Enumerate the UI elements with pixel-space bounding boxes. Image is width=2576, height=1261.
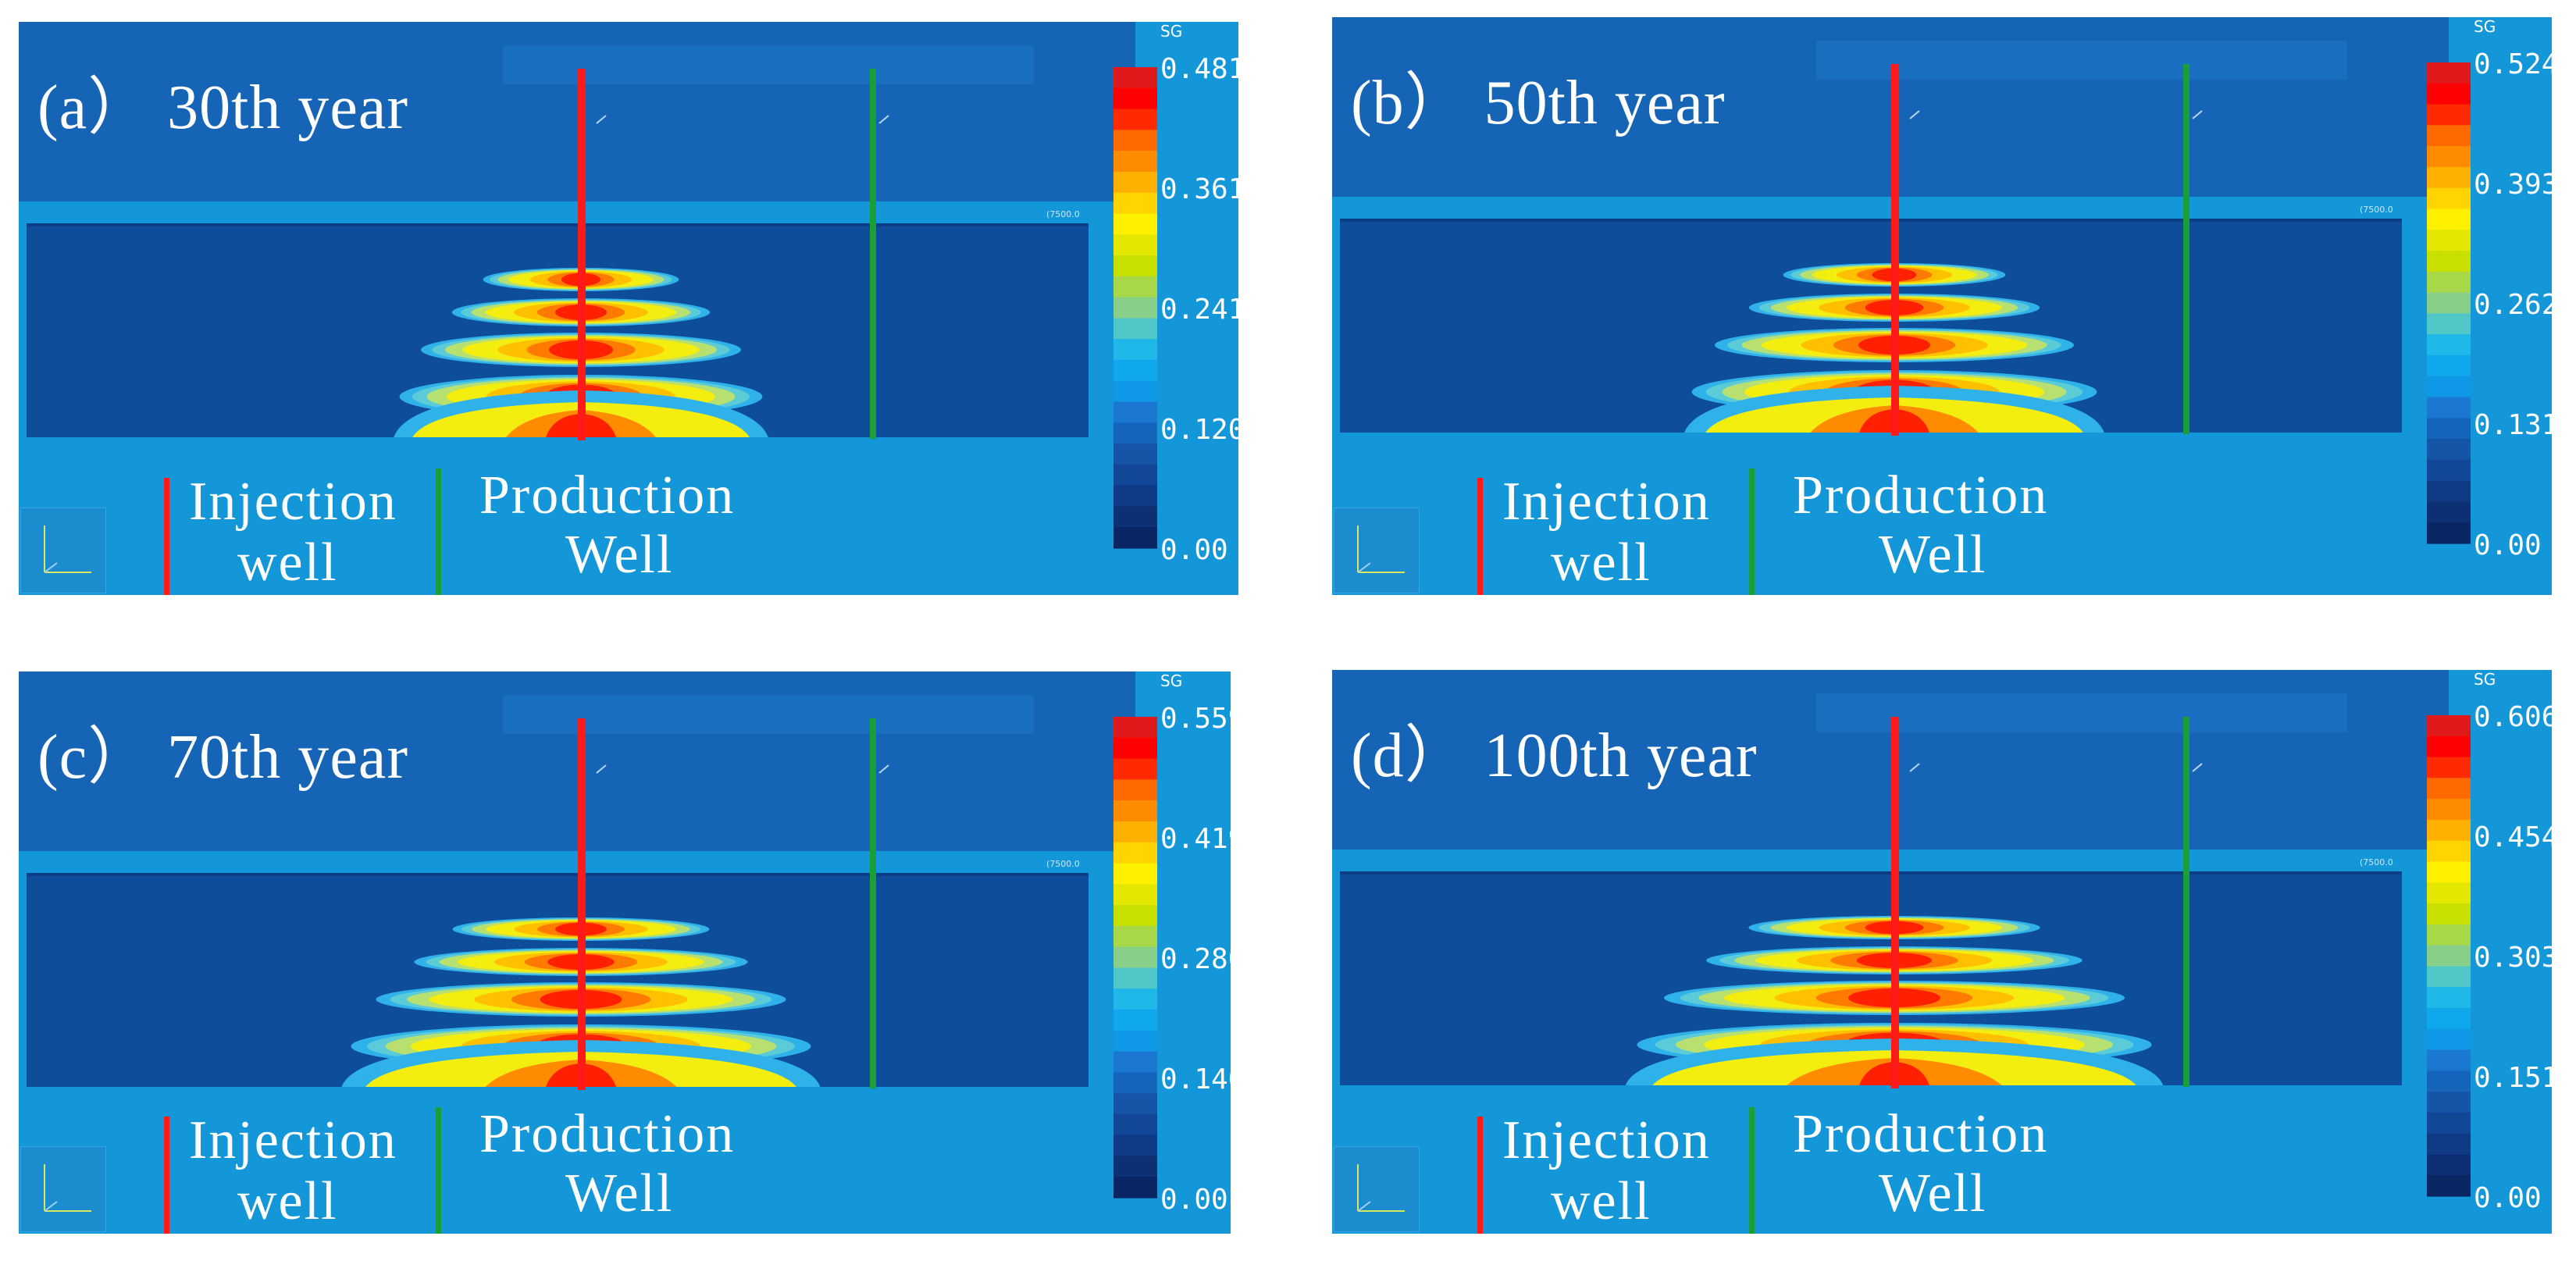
production-legend-label-2: Well [565,525,674,585]
injection-well [578,718,586,1090]
injection-legend-label-1: Injection [1502,1110,1711,1170]
co2-plume [1625,916,2164,1085]
colorbar-tick: 0.419 [1160,823,1231,855]
production-legend-line [436,1107,441,1234]
production-legend-label-1: Production [1793,1104,2049,1164]
grid-label: (7500.0 [2360,205,2393,215]
axis-orientation-icon [1334,1146,1420,1232]
colorbar-tick: 0.140 [1160,1063,1231,1095]
production-legend-line [1749,468,1755,595]
panel-title: (d） 100th year [1351,721,1758,790]
panel-title: (a） 30th year [37,73,409,142]
colorbar-tick: 0.606 [2474,701,2552,733]
production-well [870,718,876,1088]
colorbar-tick: 0.00 [2474,1182,2542,1214]
injection-legend-label-1: Injection [189,472,397,532]
simulation-view [1332,17,2471,544]
colorbar-tick: 0.00 [1160,534,1228,566]
colorbar-tick: 0.524 [2474,48,2552,80]
grid-label: (7500.0 [1046,209,1080,219]
panel-a: (7500.0 SG 0.481 0.361 0.241 0.120 0.00 Injecti… [19,22,1238,595]
colorbar-tick: 0.393 [2474,169,2552,201]
injection-legend-label-1: Injection [1502,472,1711,532]
production-legend-label-2: Well [1879,1163,1987,1224]
injection-well [578,69,586,440]
colorbar [1113,717,1157,1199]
colorbar-tick: 0.262 [2474,289,2552,321]
injection-legend-line [1477,1117,1483,1234]
panel-c: (7500.0 SG 0.559 0.419 0.280 0.140 0.00 Injecti… [19,671,1231,1234]
production-legend-label-2: Well [1879,525,1987,585]
simulation-view [19,22,1157,549]
production-well [2183,64,2189,434]
panel-title: (c） 70th year [37,723,409,792]
colorbar-variable: SG [2474,17,2496,36]
injection-legend-label-2: well [237,1171,338,1231]
colorbar-tick: 0.120 [1160,414,1238,446]
production-legend-line [1749,1107,1755,1234]
colorbar-variable: SG [1160,671,1183,690]
colorbar-tick: 0.00 [2474,529,2542,561]
axis-orientation-icon [20,1146,106,1232]
colorbar [2427,62,2471,544]
panel-d: (7500.0 SG 0.606 0.454 0.303 0.151 0.00 Injecti… [1332,670,2552,1234]
axis-orientation-icon [1334,508,1420,593]
grid-label: (7500.0 [2360,857,2393,867]
colorbar-tick: 0.481 [1160,53,1238,85]
colorbar-tick: 0.559 [1160,703,1231,735]
colorbar-variable: SG [2474,670,2496,689]
production-legend-label-1: Production [1793,465,2049,525]
simulation-view [19,671,1157,1199]
production-legend-line [436,468,441,595]
colorbar-tick: 0.361 [1160,173,1238,205]
colorbar [1113,67,1157,549]
injection-well [1891,64,1899,436]
panel-title: (b） 50th year [1351,69,1726,137]
injection-legend-label-2: well [1551,533,1651,593]
production-well [2183,717,2189,1087]
injection-legend-line [164,1117,169,1234]
production-legend-label-1: Production [479,465,736,525]
injection-legend-line [164,478,169,595]
colorbar-tick: 0.454 [2474,821,2552,853]
injection-legend-line [1477,478,1483,595]
panel-b: (7500.0 SG 0.524 0.393 0.262 0.131 0.00 Injecti… [1332,17,2552,595]
grid-label: (7500.0 [1046,859,1080,869]
production-well [870,69,876,439]
colorbar-tick: 0.303 [2474,942,2552,974]
injection-legend-label-2: well [237,533,338,593]
colorbar-tick: 0.241 [1160,294,1238,326]
colorbar-tick: 0.151 [2474,1062,2552,1094]
production-legend-label-1: Production [479,1104,736,1164]
production-legend-label-2: Well [565,1163,674,1224]
axis-orientation-icon [20,508,106,593]
injection-legend-label-2: well [1551,1171,1651,1231]
injection-well [1891,717,1899,1088]
colorbar-tick: 0.131 [2474,409,2552,441]
colorbar [2427,715,2471,1197]
colorbar-variable: SG [1160,22,1183,41]
simulation-view [1332,670,2471,1197]
colorbar-tick: 0.280 [1160,943,1231,975]
injection-legend-label-1: Injection [189,1110,397,1170]
colorbar-tick: 0.00 [1160,1184,1228,1216]
